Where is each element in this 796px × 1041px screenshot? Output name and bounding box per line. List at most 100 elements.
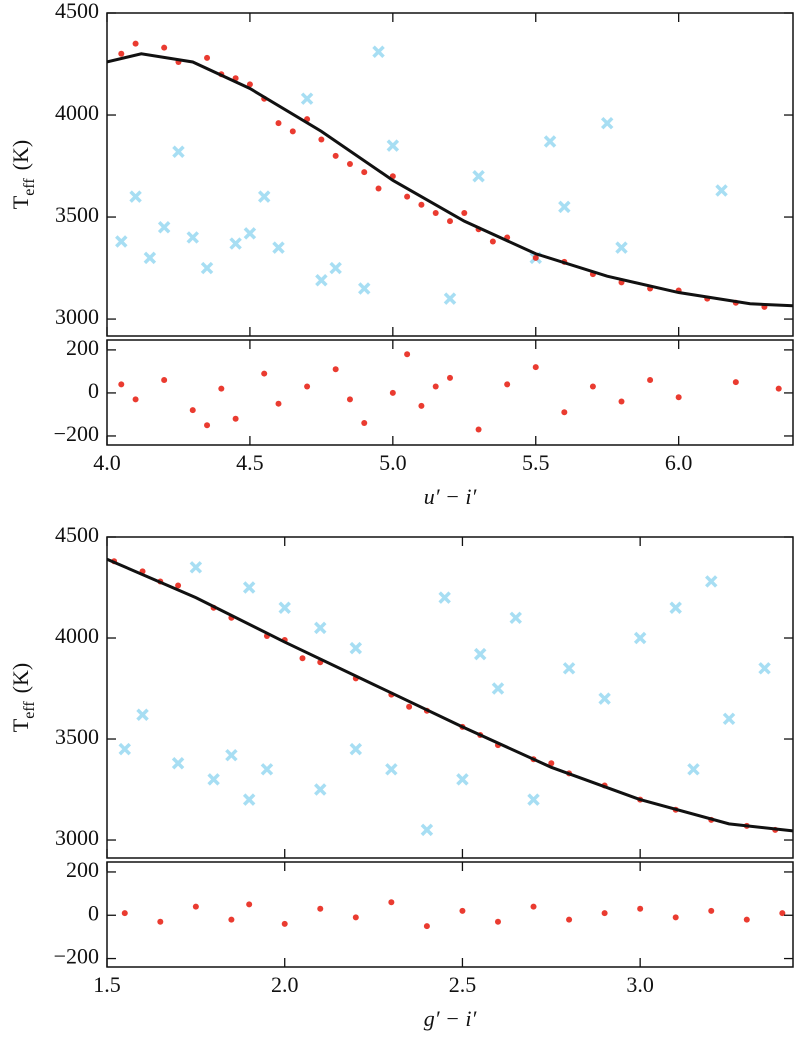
panel: 3000 3500 4000 4500 Teff (K) xyxy=(8,522,794,859)
dot-point xyxy=(494,918,501,925)
cross-point xyxy=(509,611,522,625)
cross-point xyxy=(136,708,149,722)
cross-point xyxy=(722,712,736,726)
cross-point xyxy=(143,251,157,265)
dot-point xyxy=(566,916,573,923)
dot-point xyxy=(779,910,786,917)
y-tick-label: 4500 xyxy=(55,0,99,23)
dot-point xyxy=(118,50,125,57)
x-tick-label: 2.5 xyxy=(449,972,477,997)
dot-point xyxy=(432,383,439,390)
y-tick-label: 0 xyxy=(88,378,99,403)
dot-point xyxy=(332,366,339,373)
y-tick-label: 0 xyxy=(88,900,99,925)
dot-point xyxy=(246,81,253,88)
dot-point xyxy=(672,914,679,921)
cross-point xyxy=(118,742,132,756)
y-tick-label: 200 xyxy=(66,335,99,360)
dot-point xyxy=(601,910,608,917)
cross-point xyxy=(242,581,256,594)
cross-point xyxy=(491,682,505,695)
dot-point xyxy=(192,903,199,910)
dot-point xyxy=(121,910,128,917)
dot-point xyxy=(246,901,253,908)
cross-point xyxy=(456,773,469,786)
dot-point xyxy=(406,703,413,710)
cross-point xyxy=(705,575,718,588)
frame xyxy=(106,12,794,337)
dot-point xyxy=(404,351,411,358)
frame xyxy=(106,536,794,859)
dot-point xyxy=(461,209,468,216)
cross-point xyxy=(758,662,771,675)
dot-point xyxy=(157,918,164,925)
dot-point xyxy=(118,381,125,388)
dot-point xyxy=(281,920,288,927)
y-tick-label: 4000 xyxy=(55,623,99,648)
cross-point xyxy=(633,631,647,645)
cross-point xyxy=(229,237,242,250)
y-tick-label: 4000 xyxy=(55,100,99,125)
y-axis-label: Teff (K) xyxy=(8,663,38,732)
dot-point xyxy=(299,655,306,662)
dot-point xyxy=(232,415,239,422)
dot-point xyxy=(637,905,644,912)
dot-point xyxy=(352,914,359,921)
y-tick-label: −200 xyxy=(54,421,99,446)
cross-point xyxy=(600,116,614,130)
cross-point xyxy=(349,742,363,756)
cross-point xyxy=(207,773,220,786)
y-tick-label: 4500 xyxy=(55,522,99,547)
cross-point xyxy=(543,135,557,148)
fit-curve xyxy=(107,557,793,833)
dot-point xyxy=(218,385,225,392)
cross-point xyxy=(372,45,385,59)
cross-point xyxy=(186,231,199,244)
plot-area xyxy=(107,40,793,310)
dot-point xyxy=(418,402,425,409)
dot-point xyxy=(346,396,353,403)
cross-point xyxy=(527,793,540,806)
y-axis-label: Teff (K) xyxy=(8,140,38,209)
dot-point xyxy=(775,385,782,392)
cross-point xyxy=(420,823,434,837)
cross-point xyxy=(200,261,214,275)
dot-point xyxy=(375,185,382,192)
y-label-symbol: T xyxy=(8,195,33,209)
y-label-subscript: eff xyxy=(21,178,38,196)
panel: 3000 3500 4000 4500 Teff (K) xyxy=(8,0,794,337)
dot-point xyxy=(304,383,311,390)
cross-point xyxy=(260,763,274,776)
cross-point xyxy=(115,235,128,248)
cross-point xyxy=(242,793,256,806)
cross-point xyxy=(349,641,363,655)
dot-point xyxy=(432,209,439,216)
cross-point xyxy=(189,561,203,574)
dot-point xyxy=(459,907,466,914)
cross-point xyxy=(358,282,371,295)
dot-point xyxy=(743,916,750,923)
panel: −200 0 200 4.0 4.5 5.0 5.5 6.0 u′ − i′ xyxy=(54,335,794,509)
cross-point xyxy=(225,748,238,762)
x-axis-label: g′ − i′ xyxy=(424,1006,478,1031)
dot-point xyxy=(318,136,325,143)
dot-point xyxy=(647,377,654,384)
dot-point xyxy=(504,381,511,388)
dot-point xyxy=(388,899,395,906)
panel: −200 0 200 1.5 2.0 2.5 3.0 g′ − i′ xyxy=(54,857,794,1031)
cross-point xyxy=(278,601,291,614)
plot-area xyxy=(121,899,786,930)
dot-point xyxy=(346,160,353,167)
cross-point xyxy=(171,757,185,770)
x-tick-label: 2.0 xyxy=(271,972,299,997)
cross-point xyxy=(243,227,257,240)
dot-point xyxy=(675,394,682,401)
x-axis-label: u′ − i′ xyxy=(424,484,478,509)
dot-point xyxy=(447,374,453,381)
y-tick-label: 3500 xyxy=(55,724,99,749)
cross-point xyxy=(157,221,171,234)
cross-point xyxy=(272,241,285,254)
dot-point xyxy=(548,760,555,767)
dot-point xyxy=(132,396,139,403)
